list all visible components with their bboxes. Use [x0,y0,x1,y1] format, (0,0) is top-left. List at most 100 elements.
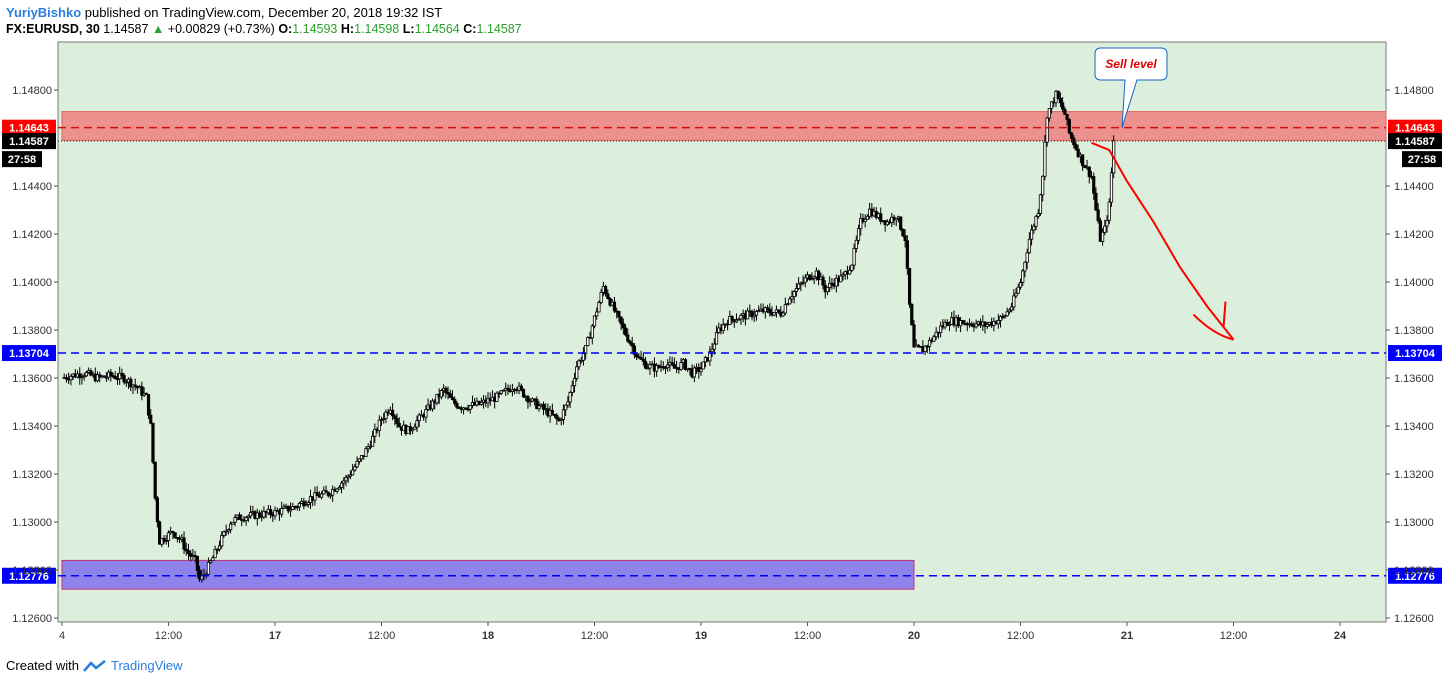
candle-body [120,372,124,376]
low-value: 1.14564 [414,22,460,36]
candle-body [1010,306,1014,311]
candle-body [1109,172,1114,203]
candle-body [1076,148,1080,157]
candle-body [785,303,790,306]
candle-body [730,315,734,320]
tradingview-brand[interactable]: TradingView [110,658,183,673]
level-tag-left-text: 1.13704 [9,348,50,360]
candle-body [526,396,530,403]
y-tick-label-right: 1.13800 [1394,325,1434,337]
close-label: C: [463,22,477,36]
candle-body [932,336,936,342]
candle-body [246,515,250,519]
candle-body [1018,282,1023,288]
candle-body [834,277,838,287]
candle-body [499,390,503,394]
candle-body [701,361,705,370]
projection-arrowhead [1192,301,1234,341]
x-tick-label: 4 [59,630,65,642]
candle-body [151,422,155,463]
candle-body [1098,220,1102,242]
candle-body [1063,108,1067,115]
candle-body [1105,219,1109,227]
candle-body [446,392,450,395]
candle-body [217,545,222,550]
candle-body [324,490,328,493]
close-value: 1.14587 [476,22,522,36]
candle-body [541,404,546,410]
y-tick-label-right: 1.13400 [1394,421,1434,433]
candle-body [1023,261,1027,272]
candle-body [220,534,224,547]
candle-body [712,343,716,350]
candle-body [934,331,938,338]
candle-body [783,304,787,314]
candle-body [393,415,397,419]
candle-body [595,311,599,317]
candle-body [710,348,714,353]
candle-body [765,307,770,310]
candle-body [1100,231,1105,242]
author-name[interactable]: YuriyBishko [6,5,82,20]
candle-body [355,461,359,468]
publish-info: YuriyBishko published on TradingView.com… [6,5,442,20]
candle-body [537,405,541,410]
candle-body [1047,108,1051,119]
candle-body [149,414,153,424]
candle-body [750,311,754,318]
candle-body [146,394,151,416]
candle-body [643,360,648,369]
candle-body [854,239,858,249]
candle-body [371,435,375,447]
axes-layer: 1.12600 1.12600 1.12800 1.12800 1.13000 1.130… [12,85,1434,642]
candle-body [379,419,384,421]
candle-body [1065,114,1069,120]
candle-body [1045,117,1049,143]
level-tag-right-text: 1.12776 [1395,571,1435,583]
candle-body [794,288,799,292]
candle-body [122,375,126,383]
y-tick-label-right: 1.14200 [1394,229,1434,241]
candle-body [313,492,317,501]
candle-body [424,409,428,418]
candle-body [326,491,330,496]
candle-body [550,409,554,415]
candle-body [856,228,861,241]
low-label: L: [402,22,415,36]
candle-body [304,504,308,507]
high-label: H: [340,22,355,36]
candle-body [672,364,676,369]
candle-body [1012,295,1016,308]
candle-body [745,310,750,320]
candle-body [626,334,630,342]
candle-body [708,351,712,362]
candle-body [1096,209,1100,222]
candle-body [575,366,579,379]
candle-body [257,512,262,517]
candle-body [519,385,523,390]
candle-body [1094,192,1098,211]
candle-body [572,377,577,387]
x-tick-label: 18 [482,630,494,642]
candle-body [237,514,242,520]
candle-body [109,371,113,377]
candle-body [80,376,84,379]
candle-body [1034,215,1038,227]
candle-body [297,503,302,508]
candle-body [757,310,761,313]
level-tag-right [1388,119,1442,136]
candle-body [663,367,668,370]
candle-body [763,307,767,313]
candle-body [619,316,623,325]
candle-body [721,324,725,331]
candle-body [939,325,943,333]
candle-body [162,538,166,542]
candle-body [841,274,845,277]
candle-body [455,403,459,408]
candle-body [894,217,898,221]
candle-body [581,353,586,361]
y-tick-label-left: 1.13400 [12,421,52,433]
candle-body [586,337,590,346]
candle-body [683,359,688,371]
